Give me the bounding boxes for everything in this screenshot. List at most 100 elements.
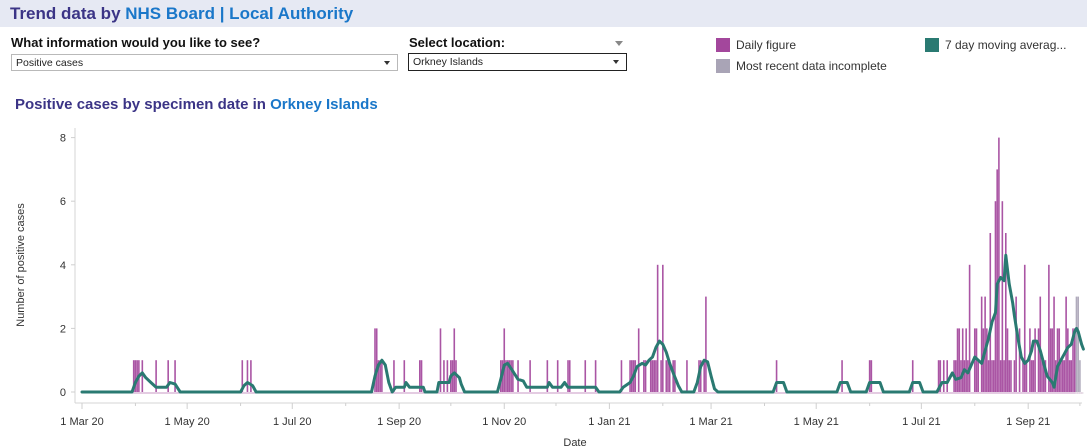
daily-bar xyxy=(1048,264,1050,392)
daily-bar xyxy=(672,360,674,392)
daily-bar xyxy=(961,328,964,392)
legend-label: 7 day moving averag... xyxy=(945,38,1067,52)
daily-bar xyxy=(1072,328,1074,392)
location-filter-menu-icon[interactable] xyxy=(615,41,623,46)
daily-bar xyxy=(662,264,664,392)
legend-label: Daily figure xyxy=(736,38,797,52)
daily-bar xyxy=(1079,360,1081,392)
x-tick-label: 1 Jul 20 xyxy=(273,416,312,428)
y-tick-label: 6 xyxy=(60,196,66,208)
daily-bar xyxy=(1058,328,1061,392)
daily-bar xyxy=(132,360,135,392)
daily-bar xyxy=(1013,360,1016,392)
daily-bar xyxy=(594,360,597,392)
moving-average-line xyxy=(80,253,1085,394)
daily-bar xyxy=(775,360,778,392)
daily-bar xyxy=(1061,360,1064,392)
daily-bar xyxy=(439,328,442,392)
daily-bar xyxy=(546,360,549,392)
daily-bar xyxy=(1023,264,1026,392)
x-tick-label: 1 Jan 21 xyxy=(588,416,630,428)
daily-bar xyxy=(674,360,676,392)
daily-bar xyxy=(980,296,983,392)
daily-bar xyxy=(155,360,157,392)
y-tick-label: 0 xyxy=(60,387,66,399)
daily-bar xyxy=(1077,296,1079,392)
daily-bar xyxy=(968,264,971,392)
daily-bar xyxy=(503,328,506,392)
daily-bar xyxy=(420,360,423,392)
daily-bar xyxy=(1068,360,1071,392)
x-tick-label: 1 May 21 xyxy=(794,416,839,428)
daily-bar xyxy=(994,201,997,392)
daily-bar xyxy=(686,360,688,392)
daily-bar xyxy=(703,360,705,392)
x-tick-label: 1 Mar 20 xyxy=(60,416,103,428)
daily-bar xyxy=(1010,360,1012,392)
daily-bar xyxy=(634,360,637,392)
daily-bar xyxy=(506,360,509,392)
daily-bar xyxy=(1029,328,1031,392)
location-select-value: Orkney Islands xyxy=(413,56,484,68)
daily-bar xyxy=(942,360,945,392)
location-select[interactable]: Orkney Islands xyxy=(408,53,627,71)
page-title-highlight: NHS Board | Local Authority xyxy=(125,4,354,23)
daily-bar xyxy=(992,360,995,392)
daily-bar xyxy=(958,328,961,392)
daily-bar xyxy=(655,360,657,392)
legend-swatch-daily-icon xyxy=(716,38,730,52)
chart-axes: 0 2 4 6 8 1 Mar 20 1 May 20 1 Jul 20 1 Sep 20 1 N… xyxy=(15,128,1082,448)
daily-bar xyxy=(1044,360,1047,392)
daily-bar xyxy=(946,360,948,392)
daily-bar xyxy=(1032,360,1035,392)
daily-bar xyxy=(1025,360,1028,392)
daily-bar xyxy=(699,360,702,392)
daily-bar xyxy=(841,360,843,392)
daily-bar xyxy=(379,360,381,392)
info-select-value: Positive cases xyxy=(16,57,84,69)
legend-label: Most recent data incomplete xyxy=(736,59,887,73)
daily-bar xyxy=(1015,296,1017,392)
chart-title-prefix: Positive cases by specimen date in xyxy=(15,96,271,113)
page-title: Trend data by NHS Board | Local Authorit… xyxy=(10,4,353,24)
daily-bar xyxy=(419,360,421,392)
daily-bar xyxy=(393,360,395,392)
daily-bar xyxy=(1053,296,1055,392)
daily-bar xyxy=(567,360,569,392)
daily-bar xyxy=(1018,328,1021,392)
daily-bar xyxy=(644,360,647,392)
daily-bar xyxy=(584,360,587,392)
daily-bar xyxy=(1070,360,1073,392)
daily-bar xyxy=(381,360,383,392)
daily-bar xyxy=(455,360,457,392)
daily-bar xyxy=(1041,360,1043,392)
daily-bar xyxy=(653,360,656,392)
daily-bar xyxy=(668,360,671,392)
x-tick-label: 1 Nov 20 xyxy=(482,416,526,428)
daily-bar xyxy=(1034,328,1036,392)
info-select[interactable]: Positive cases xyxy=(11,54,398,71)
daily-bar xyxy=(977,360,980,392)
daily-bar xyxy=(1030,360,1033,392)
daily-bar xyxy=(1042,360,1045,392)
daily-bar xyxy=(443,360,445,392)
daily-bar xyxy=(643,360,645,392)
daily-bar xyxy=(556,360,559,392)
y-tick-label: 2 xyxy=(60,323,66,335)
daily-bar xyxy=(984,296,986,392)
daily-bar xyxy=(446,360,449,392)
daily-bar xyxy=(141,360,144,392)
daily-bar xyxy=(975,328,978,392)
daily-bar xyxy=(241,360,244,392)
daily-bar xyxy=(630,360,633,392)
x-tick-label: 1 May 20 xyxy=(165,416,210,428)
daily-bar xyxy=(1049,328,1052,392)
daily-bar xyxy=(375,328,378,392)
daily-bar xyxy=(1051,328,1054,392)
daily-bar xyxy=(1060,360,1062,392)
page-title-prefix: Trend data by xyxy=(10,4,126,23)
daily-bar xyxy=(1063,360,1066,392)
daily-bar xyxy=(500,360,502,392)
header-bar: Trend data by NHS Board | Local Authorit… xyxy=(0,0,1087,27)
daily-bar xyxy=(986,328,988,392)
